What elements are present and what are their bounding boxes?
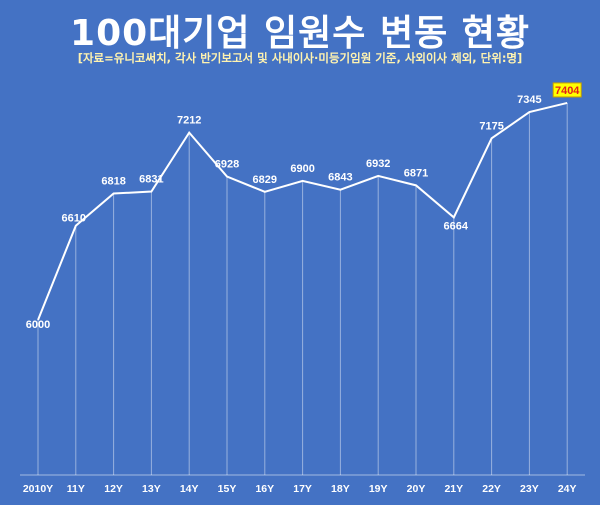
data-label: 7212: [177, 115, 201, 127]
x-tick-label: 15Y: [218, 483, 237, 495]
data-label: 6610: [62, 213, 86, 225]
data-label: 6829: [253, 174, 277, 186]
data-label: 6664: [444, 220, 469, 232]
chart-title: 100대기업 임원수 변동 현황: [70, 13, 530, 54]
data-label: 6928: [215, 159, 239, 171]
data-label: 7175: [479, 120, 503, 132]
series-line: [37, 101, 568, 321]
data-label: 7404: [555, 85, 580, 97]
x-tick-label: 2010Y: [23, 483, 53, 495]
x-tick-label: 13Y: [142, 483, 161, 495]
x-tick-label: 12Y: [104, 483, 123, 495]
x-tick-label: 20Y: [407, 483, 426, 495]
data-label: 6831: [139, 174, 163, 186]
data-label: 6818: [101, 176, 125, 188]
data-label: 6843: [328, 172, 352, 184]
data-label: 6900: [290, 163, 314, 175]
x-tick-label: 23Y: [520, 483, 539, 495]
x-tick-label: 22Y: [482, 483, 501, 495]
x-tick-label: 11Y: [67, 483, 85, 495]
data-label: 6932: [366, 158, 390, 170]
highlight-box: [552, 82, 582, 98]
x-tick-label: 14Y: [180, 483, 199, 495]
x-tick-label: 24Y: [558, 483, 577, 495]
x-tick-label: 21Y: [444, 483, 463, 495]
x-tick-label: 17Y: [293, 483, 312, 495]
x-tick-label: 18Y: [331, 483, 350, 495]
data-label: 6000: [26, 319, 50, 331]
chart-subtitle: [자료=유니코써치, 각사 반기보고서 및 사내이사·미등기임원 기준, 사외이…: [77, 51, 523, 65]
data-label: 6871: [404, 167, 428, 179]
x-tick-label: 19Y: [369, 483, 388, 495]
data-label: 7345: [517, 94, 541, 106]
x-tick-label: 16Y: [255, 483, 274, 495]
